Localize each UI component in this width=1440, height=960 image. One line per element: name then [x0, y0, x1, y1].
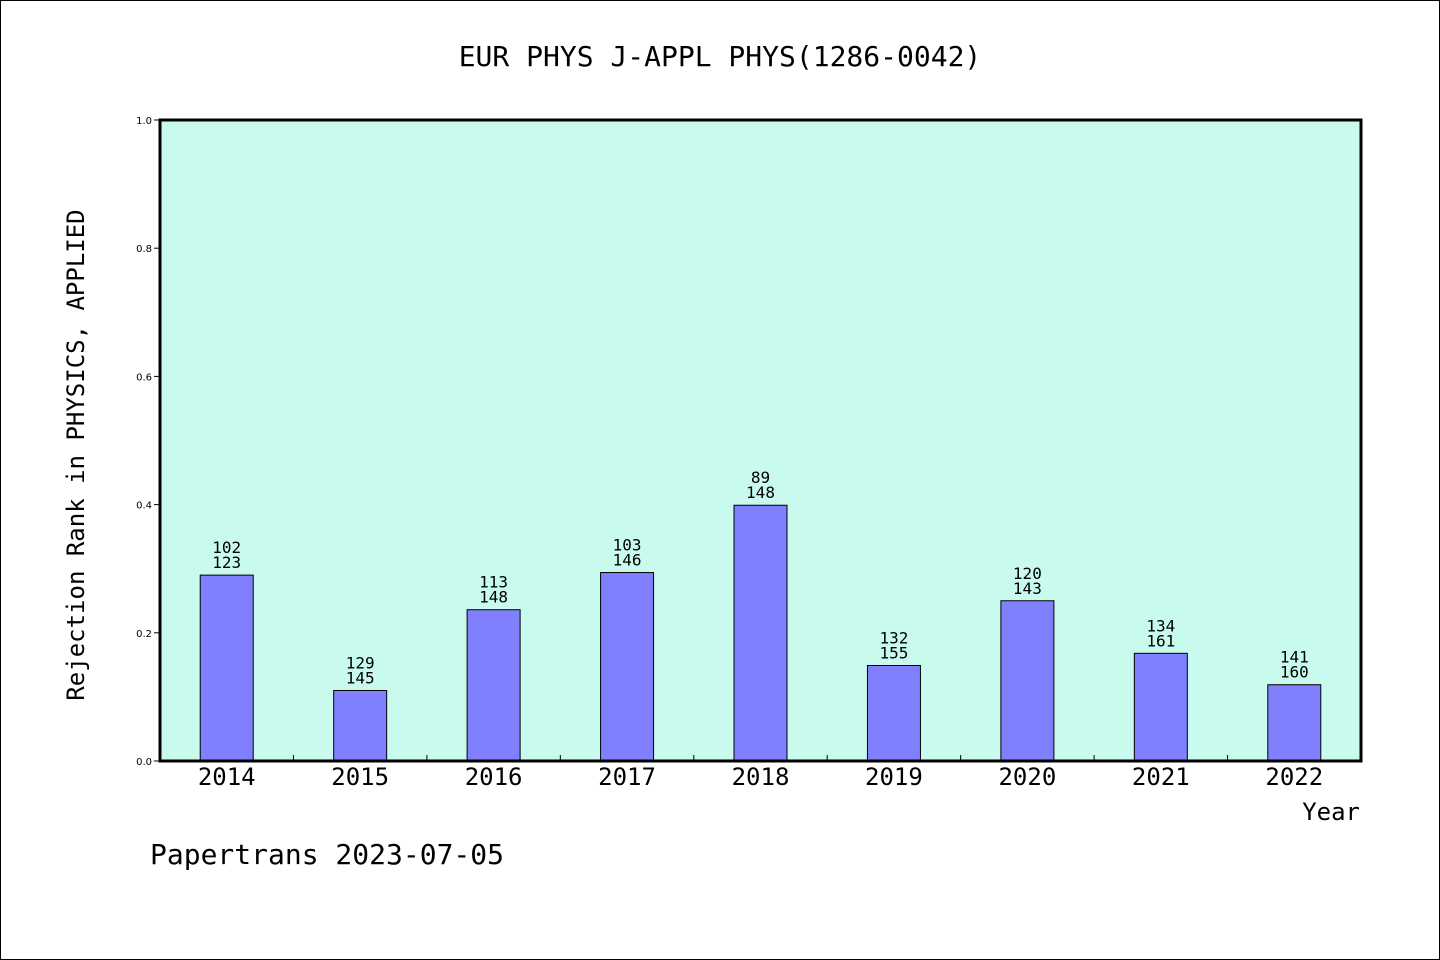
data-label-bottom: 161: [1146, 631, 1175, 650]
bar-2021: [1133, 652, 1188, 762]
y-tick-label: 0.0: [136, 757, 152, 768]
bar-2020: [1000, 600, 1055, 762]
x-tick-label: 2021: [1132, 763, 1190, 791]
footer-credit: Papertrans 2023-07-05: [150, 838, 504, 871]
x-tick-label: 2016: [465, 763, 523, 791]
y-tick-label: 0.2: [136, 629, 152, 640]
x-tick-label: 2022: [1265, 763, 1323, 791]
y-tick-label: 0.8: [136, 244, 152, 255]
y-tick-label: 0.6: [136, 372, 152, 383]
bar-2015: [333, 689, 388, 762]
bar-2019: [866, 664, 921, 762]
bar-2016: [466, 609, 521, 762]
y-tick-label: 1.0: [136, 116, 152, 127]
data-label-top: 102: [212, 538, 241, 557]
bar-2014: [199, 574, 254, 762]
data-label-top: 120: [1013, 564, 1042, 583]
y-axis-label: Rejection Rank in PHYSICS, APPLIED: [62, 209, 90, 700]
data-label-top: 134: [1146, 616, 1175, 635]
x-tick-label: 2019: [865, 763, 923, 791]
data-label-bottom: 143: [1013, 579, 1042, 598]
x-axis: 2014 2015 2016 2017 2018 2019 2020 2021 2022: [198, 755, 1323, 791]
data-label-bottom: 160: [1280, 663, 1309, 682]
data-label-bottom: 123: [212, 553, 241, 572]
x-tick-label: 2018: [732, 763, 790, 791]
data-labels: 1021231291451131481031468914813215512014…: [212, 468, 1308, 687]
bar-2022: [1267, 684, 1322, 762]
x-tick-label: 2017: [598, 763, 656, 791]
y-axis: 0.0 0.2 0.4 0.6 0.8 1.0: [136, 116, 160, 768]
x-tick-label: 2020: [998, 763, 1056, 791]
data-label-top: 103: [613, 536, 642, 555]
y-tick-label: 0.4: [136, 501, 152, 512]
data-label-bottom: 146: [613, 551, 642, 570]
x-tick-label: 2015: [331, 763, 389, 791]
bar-2018: [733, 504, 788, 762]
data-label-top: 89: [751, 468, 770, 487]
data-label-top: 132: [879, 628, 908, 647]
x-tick-label: 2014: [198, 763, 256, 791]
bar-2017: [600, 572, 655, 762]
data-label-top: 113: [479, 573, 508, 592]
data-label-top: 129: [346, 653, 375, 672]
x-axis-label: Year: [1302, 798, 1360, 826]
data-label-bottom: 148: [746, 483, 775, 502]
data-label-bottom: 145: [346, 668, 375, 687]
bars: [199, 504, 1322, 762]
data-label-bottom: 148: [479, 588, 508, 607]
chart-title: EUR PHYS J-APPL PHYS(1286-0042): [459, 40, 982, 73]
data-label-top: 141: [1280, 648, 1309, 667]
data-label-bottom: 155: [879, 643, 908, 662]
plot-border: [158, 118, 1363, 763]
